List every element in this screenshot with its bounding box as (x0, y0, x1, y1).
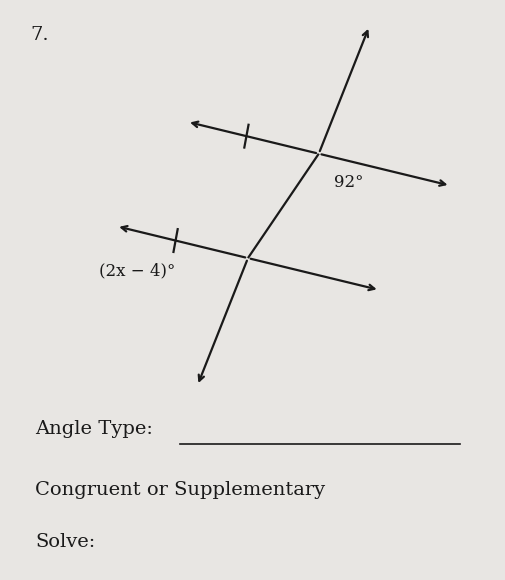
Text: Angle Type:: Angle Type: (35, 420, 153, 438)
Text: Solve:: Solve: (35, 533, 95, 552)
Text: 92°: 92° (333, 174, 363, 191)
Text: (2x − 4)°: (2x − 4)° (98, 262, 175, 280)
Text: Congruent or Supplementary: Congruent or Supplementary (35, 481, 325, 499)
Text: 7.: 7. (30, 26, 49, 44)
